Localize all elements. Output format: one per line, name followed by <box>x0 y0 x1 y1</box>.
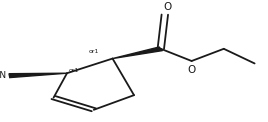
Polygon shape <box>113 47 162 59</box>
Text: O: O <box>188 65 196 75</box>
Polygon shape <box>9 73 67 78</box>
Text: or1: or1 <box>69 68 79 73</box>
Text: or1: or1 <box>89 49 99 54</box>
Text: O: O <box>163 2 172 12</box>
Text: H₂N: H₂N <box>0 71 7 80</box>
